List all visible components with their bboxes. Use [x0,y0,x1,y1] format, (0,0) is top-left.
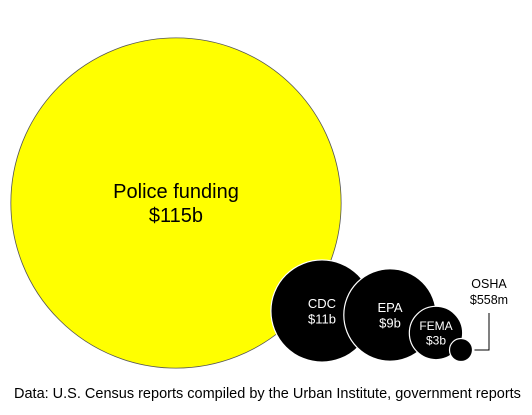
bubble-label-epa: EPA [377,300,402,315]
bubble-label-osha: OSHA [471,277,507,291]
bubble-label-cdc: CDC [308,296,336,311]
bubble-value-fema: $3b [426,333,446,347]
bubble-osha [448,337,474,363]
leader-line-osha [474,313,490,351]
bubble-value-osha: $558m [470,293,508,307]
bubble-police-funding [10,37,342,369]
bubble-label-police-funding: Police funding [113,181,239,203]
bubble-chart: Police funding$115b CDC$11b EPA$9b FEMA$3b O… [10,37,508,369]
source-note: Data: U.S. Census reports compiled by th… [14,386,521,402]
bubble-value-police-funding: $115b [149,205,203,227]
bubble-label-fema: FEMA [419,319,452,333]
bubble-value-epa: $9b [379,315,401,330]
bubble-value-cdc: $11b [308,311,336,326]
bubble-fema [408,305,464,361]
